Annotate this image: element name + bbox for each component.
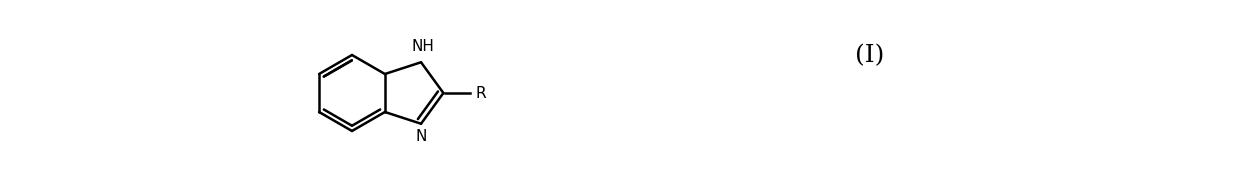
Text: (I): (I) [856, 44, 884, 68]
Text: NH: NH [412, 39, 434, 54]
Text: R: R [476, 86, 486, 100]
Text: N: N [415, 129, 427, 144]
